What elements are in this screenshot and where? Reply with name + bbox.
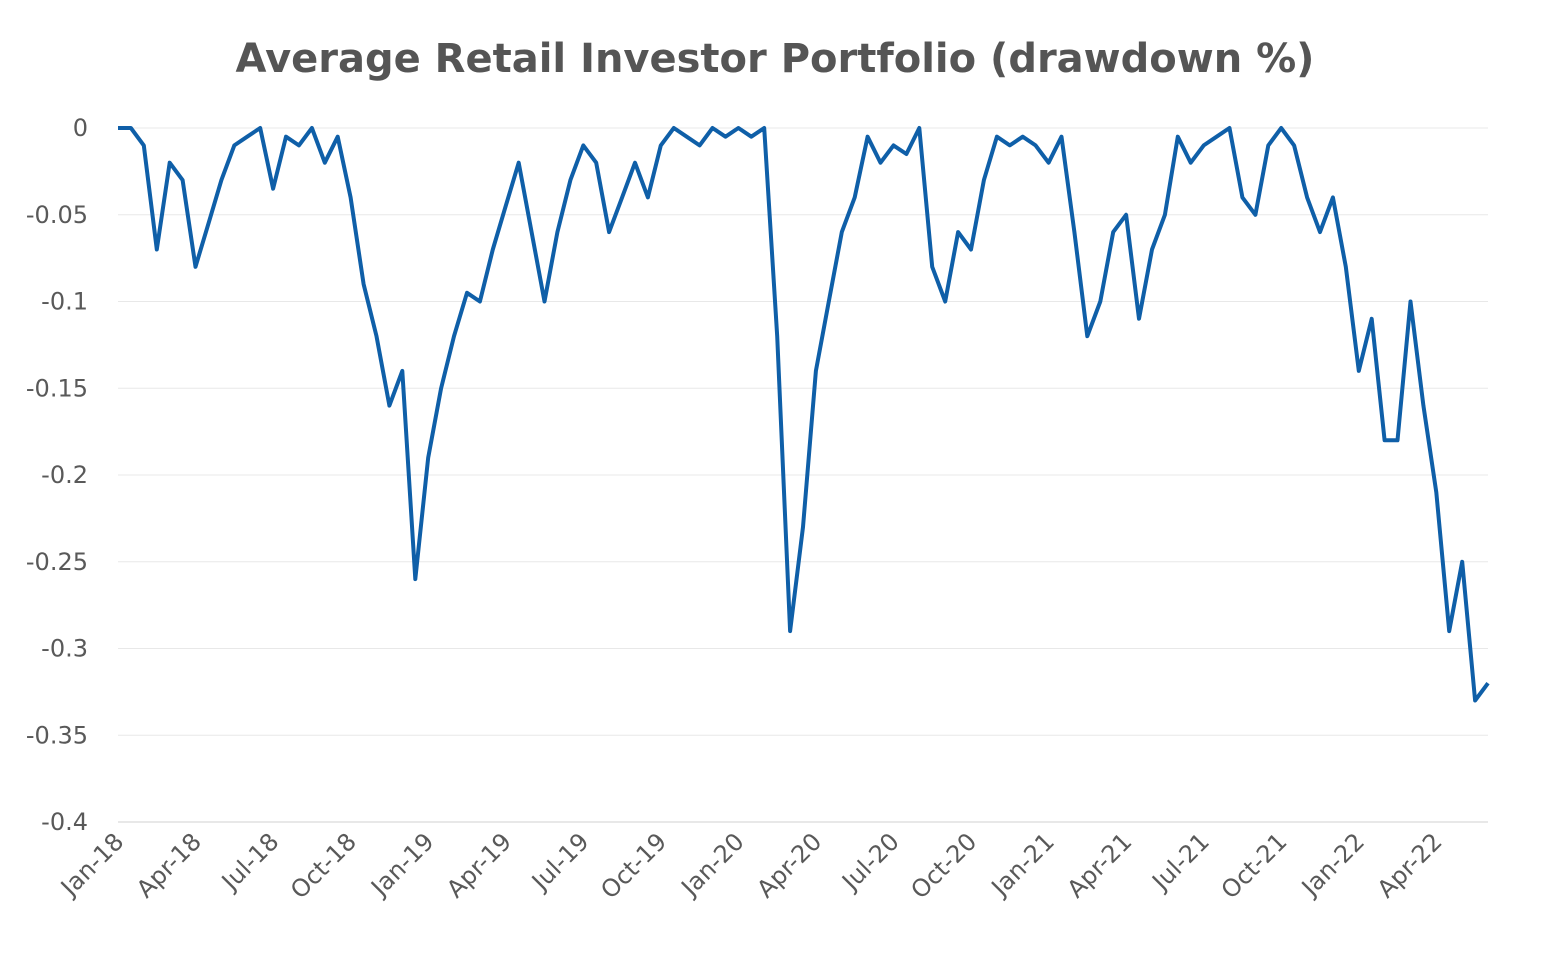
x-tick-label: Jan-21 [985, 828, 1060, 903]
x-tick-label: Jan-18 [54, 828, 129, 903]
x-tick-label: Apr-19 [441, 828, 517, 904]
x-tick-label: Jan-19 [364, 828, 439, 903]
y-tick-label: -0.3 [41, 635, 88, 663]
y-tick-label: -0.15 [26, 374, 88, 402]
y-tick-label: -0.1 [41, 288, 88, 316]
x-tick-label: Oct-20 [905, 828, 982, 905]
x-tick-label: Jul-20 [835, 828, 904, 897]
y-tick-label: -0.25 [26, 548, 88, 576]
y-tick-label: -0.05 [26, 201, 88, 229]
line [118, 126, 1490, 703]
x-tick-label: Apr-22 [1372, 828, 1448, 904]
x-tick-label: Apr-21 [1062, 828, 1138, 904]
y-tick-label: -0.4 [41, 808, 88, 836]
x-tick-label: Oct-19 [595, 828, 672, 905]
x-tick-label: Jul-18 [215, 828, 284, 897]
x-tick-label: Apr-18 [131, 828, 207, 904]
y-tick-label: -0.2 [41, 461, 88, 489]
x-tick-label: Jul-21 [1146, 828, 1215, 897]
chart-title: Average Retail Investor Portfolio (drawd… [236, 36, 1315, 82]
x-tick-label: Oct-18 [285, 828, 362, 905]
x-tick-label: Jan-20 [675, 828, 750, 903]
y-tick-label: -0.35 [26, 721, 88, 749]
x-tick-label: Apr-20 [751, 828, 827, 904]
x-tick-label: Jul-19 [525, 828, 594, 897]
y-tick-label: 0 [73, 114, 88, 142]
x-tick-label: Jan-22 [1295, 828, 1370, 903]
x-tick-label: Oct-21 [1216, 828, 1293, 905]
